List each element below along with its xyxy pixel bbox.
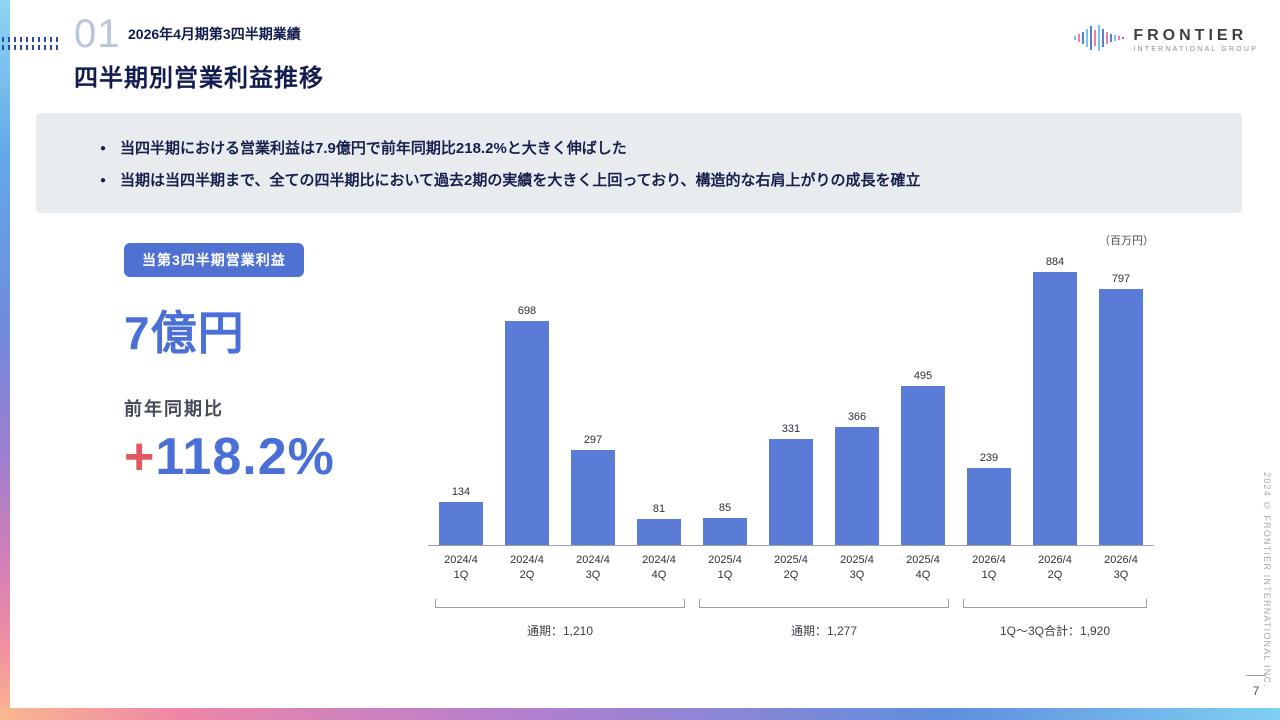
bar-column: 884	[1022, 256, 1088, 545]
tick-row	[2, 37, 58, 42]
axis-category-label: 2026/4 2Q	[1038, 554, 1072, 581]
bracket	[435, 598, 685, 608]
group-total-label: 通期：1,210	[526, 623, 594, 638]
logo-text: FRONTIER INTERNATIONAL GROUP	[1133, 27, 1258, 54]
bar	[637, 519, 681, 545]
tick-marks-decoration	[2, 37, 58, 53]
bar-column: 134	[428, 256, 494, 545]
left-gradient-bar	[0, 0, 10, 720]
bar-value-label: 81	[652, 503, 666, 515]
axis-category-label: 2025/4 1Q	[708, 554, 742, 581]
bar-value-label: 366	[847, 411, 867, 424]
logo-subtitle: INTERNATIONAL GROUP	[1133, 46, 1258, 53]
bar-value-label: 884	[1045, 256, 1065, 268]
bar-value-label: 85	[718, 501, 732, 514]
bar-column: 698	[494, 256, 560, 545]
bar	[1099, 289, 1143, 545]
bar-value-label: 134	[451, 485, 471, 498]
bar-column: 85	[692, 256, 758, 545]
axis-category-label: 2024/4 2Q	[510, 554, 544, 581]
bar-column: 81	[626, 256, 692, 545]
bar	[571, 449, 615, 545]
axis-category-label: 2025/4 2Q	[774, 554, 808, 581]
section-label: 2026年4月期第3四半期業績	[128, 26, 301, 42]
bar	[901, 386, 945, 545]
bar-column: 297	[560, 256, 626, 545]
summary-box: 当四半期における営業利益は7.9億円で前年同期比218.2%と大きく伸ばした 当…	[36, 113, 1242, 213]
comparison-sign: +	[124, 428, 156, 486]
bracket-group: 通期：1,277	[692, 598, 956, 639]
bar	[1033, 272, 1077, 545]
axis-category-label: 2026/4 3Q	[1104, 554, 1138, 581]
comparison-value: +118.2%	[124, 427, 424, 487]
bar-column: 331	[758, 256, 824, 545]
x-axis-labels: 2024/4 1Q 2024/4 2Q 2024/4 3Q 2024/4 4Q 2025/4 1Q…	[428, 553, 1154, 583]
bar-plot: 134 698 297 81 85 331 366 495 239 884 797	[428, 256, 1154, 546]
page-number: 7	[1252, 684, 1260, 698]
highlight-block: 当第3四半期営業利益 7億円 前年同期比 +118.2%	[124, 243, 424, 487]
axis-category-label: 2025/4 3Q	[840, 554, 874, 581]
bracket-group: 通期：1,210	[428, 598, 692, 639]
bar-value-label: 495	[913, 370, 933, 383]
bar	[505, 320, 549, 545]
axis-category-label: 2024/4 3Q	[576, 554, 610, 581]
bar-value-label: 797	[1111, 273, 1131, 286]
summary-bullet: 当四半期における営業利益は7.9億円で前年同期比218.2%と大きく伸ばした	[100, 134, 1202, 166]
copyright-vertical: 2024 © FRONTIER INTERNATIONAL INC.	[1262, 472, 1272, 688]
axis-category-label: 2024/4 4Q	[642, 554, 676, 581]
bar	[967, 468, 1011, 545]
logo-name: FRONTIER	[1133, 27, 1248, 44]
axis-category-label: 2024/4 1Q	[444, 554, 478, 581]
bracket	[963, 598, 1147, 608]
waveform-icon	[1073, 24, 1125, 57]
bar-value-label: 297	[583, 433, 603, 446]
highlight-badge: 当第3四半期営業利益	[124, 243, 304, 277]
group-total-label: 通期：1,277	[790, 623, 858, 638]
bar-value-label: 331	[781, 422, 801, 435]
summary-bullet-list: 当四半期における営業利益は7.9億円で前年同期比218.2%と大きく伸ばした 当…	[100, 134, 1202, 198]
comparison-number: 118.2%	[155, 428, 335, 486]
page-title: 四半期別営業利益推移	[74, 65, 324, 92]
bar	[703, 517, 747, 545]
page-number-block: 7	[1246, 675, 1266, 698]
bracket-group: 1Q～3Q合計：1,920	[956, 598, 1154, 639]
bar	[835, 427, 879, 545]
tick-row	[2, 45, 58, 50]
bar-column: 366	[824, 256, 890, 545]
bar-column: 797	[1088, 256, 1154, 545]
group-total-label: 1Q～3Q合計：1,920	[999, 623, 1111, 638]
bar-value-label: 239	[979, 452, 999, 465]
summary-bullet: 当期は当四半期まで、全ての四半期比において過去2期の実績を大きく上回っており、構…	[100, 166, 1202, 198]
bracket-groups: 通期：1,210 通期：1,277 1Q～3Q合計：1,920	[428, 598, 1154, 639]
page-number-divider	[1246, 675, 1266, 676]
bar-column: 495	[890, 256, 956, 545]
axis-category-label: 2026/4 1Q	[972, 554, 1006, 581]
chart-unit-label: （百万円）	[1099, 235, 1154, 247]
bottom-gradient-bar	[0, 708, 1280, 720]
section-number: 01	[74, 12, 121, 56]
company-logo: FRONTIER INTERNATIONAL GROUP	[1073, 24, 1258, 57]
axis-category-label: 2025/4 4Q	[906, 554, 940, 581]
bar-chart: （百万円） 134 698 297 81 85 331 366 495 239 884 797 20…	[428, 232, 1154, 639]
highlight-value: 7億円	[124, 307, 245, 359]
comparison-label: 前年同期比	[124, 399, 224, 419]
bar	[439, 501, 483, 545]
bar-value-label: 698	[517, 304, 537, 317]
bar	[769, 438, 813, 545]
bar-column: 239	[956, 256, 1022, 545]
bracket	[699, 598, 949, 608]
